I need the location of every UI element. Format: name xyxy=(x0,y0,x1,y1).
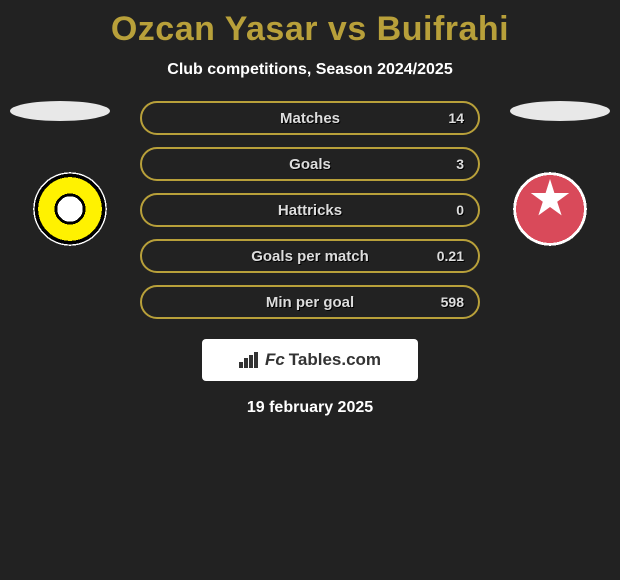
player-right-ellipse xyxy=(510,101,610,121)
stat-label: Hattricks xyxy=(278,202,342,219)
stat-row-goals-per-match: Goals per match 0.21 xyxy=(140,239,480,273)
fctables-prefix: Fc xyxy=(265,350,285,370)
stat-row-hattricks: Hattricks 0 xyxy=(140,193,480,227)
stats-list: Matches 14 Goals 3 Hattricks 0 Goals per… xyxy=(140,101,480,319)
page-title: Ozcan Yasar vs Buifrahi xyxy=(0,0,620,49)
fctables-logo: FcTables.com xyxy=(202,339,418,381)
team-badge-right xyxy=(500,159,600,259)
stat-value-right: 0.21 xyxy=(437,248,464,264)
stat-value-right: 598 xyxy=(441,294,464,310)
stat-label: Goals per match xyxy=(251,248,369,265)
stat-label: Matches xyxy=(280,110,340,127)
stat-row-min-per-goal: Min per goal 598 xyxy=(140,285,480,319)
fctables-suffix: Tables.com xyxy=(289,350,381,370)
stat-row-matches: Matches 14 xyxy=(140,101,480,135)
stat-label: Goals xyxy=(289,156,331,173)
comparison-date: 19 february 2025 xyxy=(0,399,620,417)
comparison-area: Matches 14 Goals 3 Hattricks 0 Goals per… xyxy=(0,101,620,417)
stat-value-right: 14 xyxy=(448,110,464,126)
stat-value-right: 0 xyxy=(456,202,464,218)
stat-label: Min per goal xyxy=(266,294,354,311)
subtitle: Club competitions, Season 2024/2025 xyxy=(0,61,620,79)
team-badge-left xyxy=(20,159,120,259)
player-left-ellipse xyxy=(10,101,110,121)
stat-value-right: 3 xyxy=(456,156,464,172)
stat-row-goals: Goals 3 xyxy=(140,147,480,181)
chart-bars-icon xyxy=(239,352,259,368)
